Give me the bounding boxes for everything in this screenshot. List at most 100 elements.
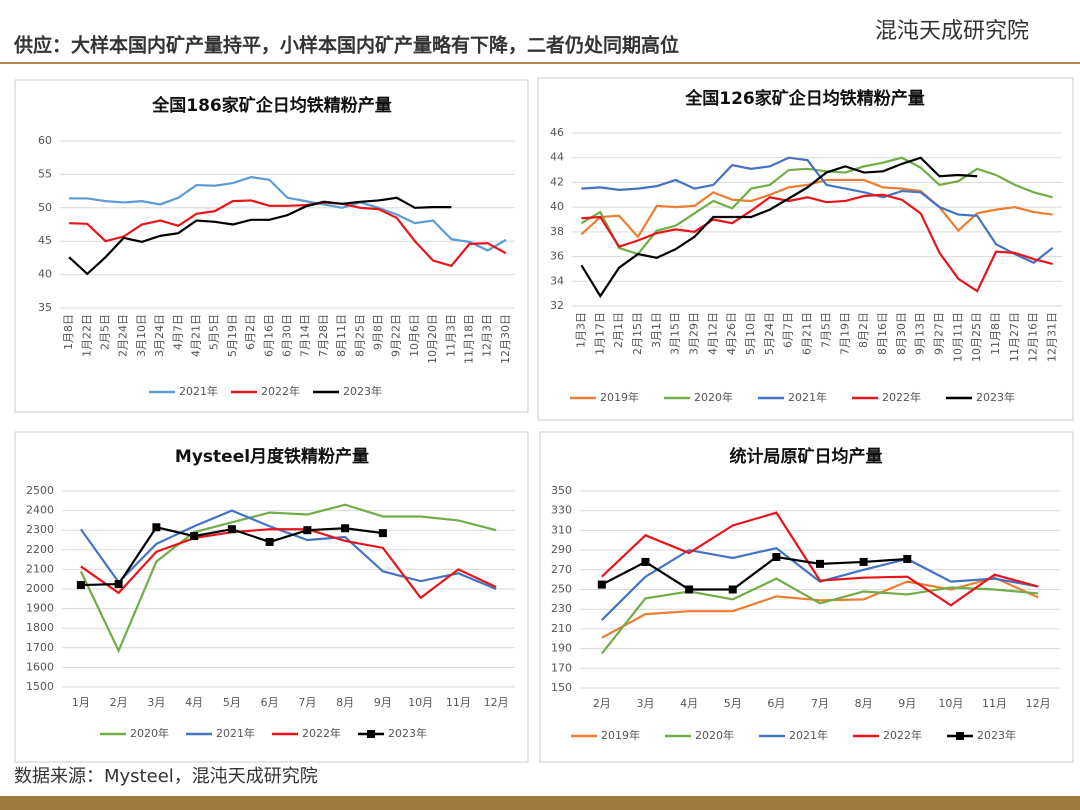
point-marker [303, 526, 312, 535]
point-marker [772, 552, 781, 561]
legend-label: 2019年 [600, 390, 639, 404]
x-tick-label: 10月25日 [970, 312, 983, 362]
x-tick-label: 3月15日 [669, 312, 682, 355]
x-tick-label: 4月21日 [190, 314, 203, 357]
series-line [69, 175, 507, 252]
point-marker [227, 525, 236, 534]
x-tick-label: 6月7日 [782, 312, 795, 348]
point-marker [265, 537, 274, 546]
y-tick-label: 2400 [26, 504, 54, 517]
x-tick-label: 11月8日 [989, 312, 1002, 355]
x-tick-label: 9月8日 [372, 314, 385, 350]
y-tick-label: 250 [551, 583, 572, 596]
y-tick-label: 60 [38, 134, 52, 147]
x-tick-label: 12月31日 [1046, 312, 1059, 362]
x-tick-label: 5月10日 [744, 312, 757, 355]
legend-label: 2021年 [216, 726, 255, 740]
x-tick-label: 9月 [374, 696, 392, 709]
series-line [79, 503, 497, 654]
x-tick-label: 7月 [298, 696, 316, 709]
point-marker [903, 554, 912, 563]
source-note: 数据来源：Mysteel，混沌天成研究院 [14, 766, 318, 787]
legend-label: 2020年 [695, 728, 734, 742]
x-tick-label: 4月 [680, 697, 698, 710]
y-tick-label: 270 [551, 563, 572, 576]
point-marker [152, 523, 161, 532]
x-tick-label: 7月5日 [819, 312, 832, 348]
y-tick-label: 50 [38, 201, 52, 214]
legend-label: 2023年 [976, 390, 1015, 404]
series-line [601, 511, 1039, 607]
x-tick-label: 8月11日 [335, 314, 348, 357]
x-tick-label: 6月30日 [281, 314, 294, 357]
logo: 混沌天成研究院 [875, 19, 1029, 44]
point-marker [114, 580, 123, 589]
point-marker [341, 524, 350, 533]
y-tick-label: 190 [551, 642, 572, 655]
y-tick-label: 40 [550, 200, 564, 213]
legend-label: 2019年 [601, 728, 640, 742]
x-tick-label: 12月 [1026, 697, 1051, 710]
x-tick-label: 3月29日 [688, 312, 701, 355]
y-tick-label: 290 [551, 543, 572, 556]
panel [14, 431, 529, 763]
x-tick-label: 8月30日 [895, 312, 908, 355]
point-marker [76, 581, 85, 590]
legend-label: 2020年 [130, 726, 169, 740]
x-tick-label: 6月16日 [262, 314, 275, 357]
y-tick-label: 46 [550, 126, 564, 139]
legend-label: 2022年 [883, 728, 922, 742]
chart-title: Mysteel月度铁精粉产量 [175, 446, 369, 467]
y-tick-label: 310 [551, 523, 572, 536]
x-tick-label: 2月24日 [117, 314, 130, 357]
x-tick-label: 11月27日 [1008, 312, 1021, 362]
series-line [580, 156, 1053, 256]
series-line [600, 577, 1039, 655]
x-tick-label: 4月7日 [171, 314, 184, 350]
legend-label: 2023年 [977, 728, 1016, 742]
panel [537, 77, 1074, 421]
x-tick-label: 5月 [724, 697, 742, 710]
y-tick-label: 1700 [26, 641, 54, 654]
legend-label: 2020年 [694, 390, 733, 404]
legend-label: 2022年 [261, 384, 300, 398]
x-tick-label: 12月16日 [1027, 312, 1040, 362]
x-tick-label: 1月 [72, 696, 90, 709]
legend-marker [956, 732, 964, 740]
legend-label: 2021年 [788, 390, 827, 404]
x-tick-label: 11月3日 [444, 314, 457, 357]
x-tick-label: 10月 [408, 696, 433, 709]
y-tick-label: 34 [550, 274, 564, 287]
x-tick-label: 7月19日 [838, 312, 851, 355]
point-marker [685, 585, 694, 594]
x-tick-label: 9月 [898, 697, 916, 710]
x-tick-label: 5月24日 [763, 312, 776, 355]
x-tick-label: 2月 [593, 697, 611, 710]
y-tick-label: 2500 [26, 484, 54, 497]
y-tick-label: 170 [551, 661, 572, 674]
x-tick-label: 12月30日 [499, 314, 512, 364]
series-line [581, 156, 1054, 265]
x-tick-label: 2月1日 [612, 312, 625, 348]
x-tick-label: 4月12日 [706, 312, 719, 355]
footer-bar [0, 796, 1080, 810]
y-tick-label: 2000 [26, 582, 54, 595]
x-tick-label: 7月14日 [299, 314, 312, 357]
series-line [601, 555, 908, 591]
y-tick-label: 2200 [26, 543, 54, 556]
x-tick-label: 2月15日 [631, 312, 644, 355]
x-tick-label: 5月5日 [208, 314, 221, 350]
y-tick-label: 40 [38, 268, 52, 281]
legend-label: 2023年 [343, 384, 382, 398]
x-tick-label: 11月 [446, 696, 471, 709]
x-tick-label: 3月 [147, 696, 165, 709]
y-tick-label: 42 [550, 175, 564, 188]
series-line [80, 528, 497, 600]
chart-title: 全国186家矿企日均铁精粉产量 [151, 95, 392, 116]
series-line [601, 576, 1039, 639]
series-line [580, 178, 1053, 239]
x-tick-label: 9月27日 [933, 312, 946, 355]
x-tick-label: 3月 [636, 697, 654, 710]
x-tick-label: 6月2日 [244, 314, 257, 350]
